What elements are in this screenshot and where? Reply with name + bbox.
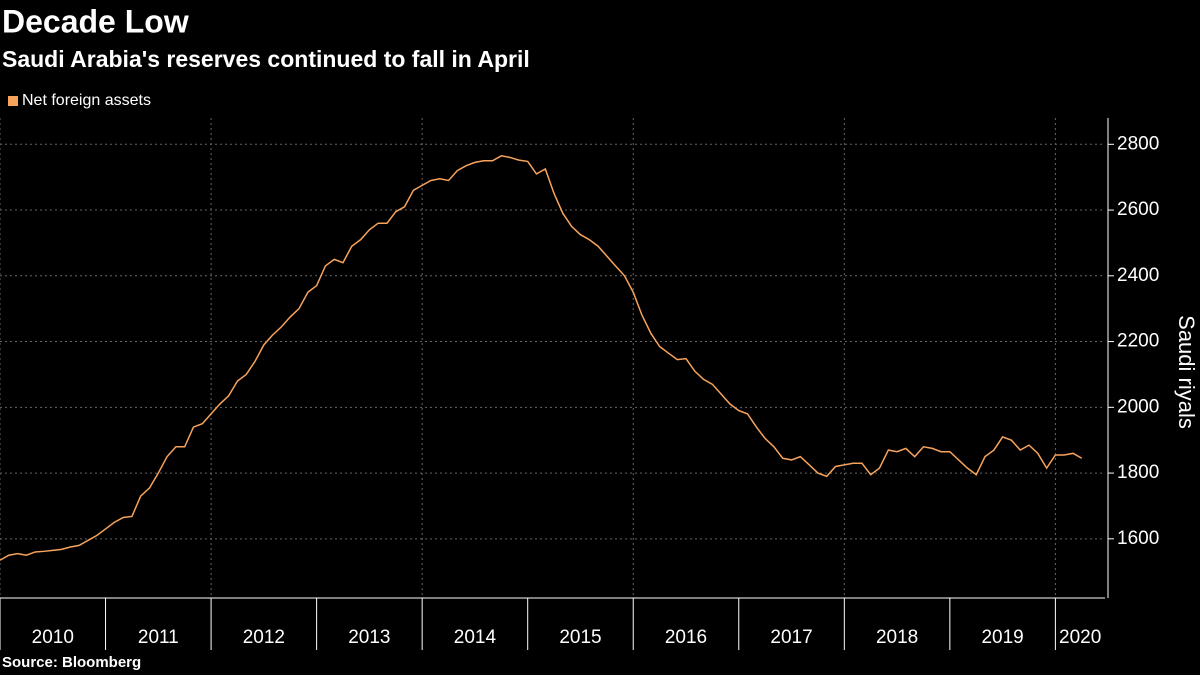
y-tick-label: 1800 xyxy=(1117,462,1159,483)
chart-subtitle: Saudi Arabia's reserves continued to fal… xyxy=(2,46,530,72)
legend-swatch xyxy=(8,96,18,106)
x-tick-label: 2010 xyxy=(32,627,74,648)
chart-title: Decade Low xyxy=(2,3,189,39)
x-tick-label: 2017 xyxy=(770,627,812,648)
x-tick-label: 2019 xyxy=(981,627,1023,648)
y-axis-label: Saudi riyals xyxy=(1174,315,1199,429)
line xyxy=(0,155,1083,561)
y-tick-label: 2000 xyxy=(1117,396,1159,417)
x-tick-label: 2014 xyxy=(454,627,497,648)
x-tick-label: 2013 xyxy=(348,627,390,648)
source: Source: Bloomberg xyxy=(2,654,141,671)
y-tick-label: 2800 xyxy=(1117,133,1159,154)
y-tick-label: 1600 xyxy=(1117,528,1159,549)
y-tick-label: 2600 xyxy=(1117,199,1159,220)
x-tick-label: 2016 xyxy=(665,627,707,648)
y-tick-label: 2400 xyxy=(1117,265,1159,286)
x-tick-label: 2018 xyxy=(876,627,918,648)
x-tick-label: 2020 xyxy=(1059,627,1101,648)
x-tick-label: 2011 xyxy=(138,627,179,648)
legend-label: Net foreign assets xyxy=(22,92,151,109)
y-tick-label: 2200 xyxy=(1117,331,1159,352)
x-tick-label: 2012 xyxy=(243,627,285,648)
x-tick-label: 2015 xyxy=(559,627,601,648)
